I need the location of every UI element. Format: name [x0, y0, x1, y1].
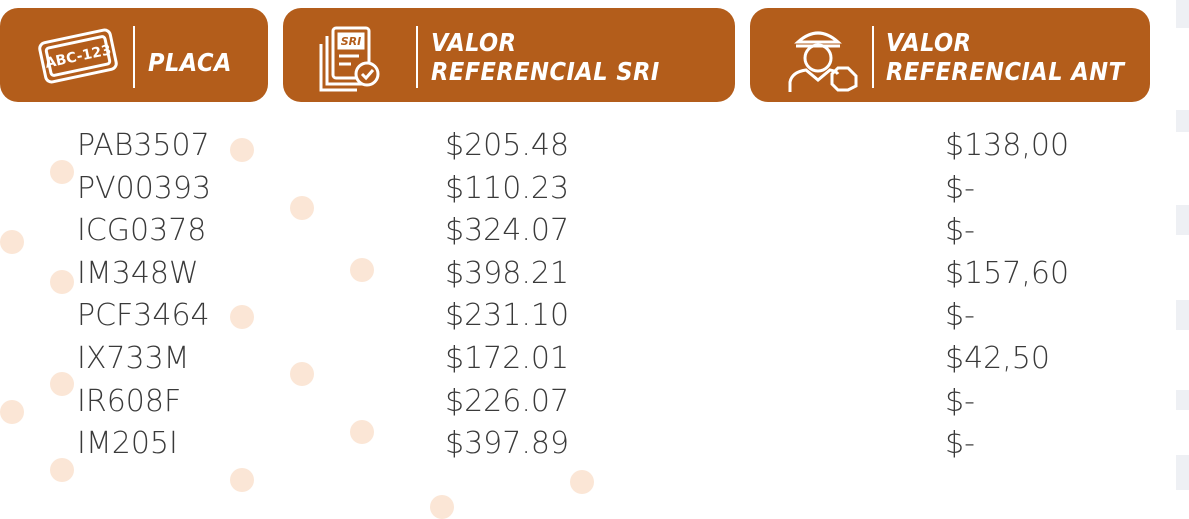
table-cell: ICG0378: [77, 213, 207, 249]
header-line: VALOR: [886, 28, 972, 57]
dot: [230, 305, 254, 329]
dot: [0, 400, 24, 424]
table-cell: IR608F: [77, 383, 182, 419]
header-line: REFERENCIAL ANT: [886, 57, 1125, 86]
dot: [0, 230, 24, 254]
table-cell: $-: [945, 170, 975, 206]
dot: [290, 362, 314, 386]
table-cell: IM205I: [77, 426, 178, 462]
dot: [50, 372, 74, 396]
table-cell: $157,60: [945, 255, 1070, 291]
table-cell: $226.07: [445, 383, 570, 419]
dot: [50, 458, 74, 482]
table-cell: $397.89: [445, 426, 570, 462]
table-cell: $-: [945, 426, 975, 462]
table-cell: $172.01: [445, 341, 570, 376]
dot: [570, 470, 594, 494]
table-cell: $324.07: [445, 213, 570, 249]
svg-text:SRI: SRI: [341, 35, 362, 48]
dot: [230, 468, 254, 492]
header-ant: VALOR REFERENCIAL ANT: [750, 8, 1150, 102]
header-text: VALOR REFERENCIAL SRI: [431, 28, 660, 86]
dot: [350, 258, 374, 282]
table-cell: $110.23: [445, 170, 570, 206]
header-sri: SRI VALOR REFERENCIAL SRI: [283, 8, 735, 102]
side-strip: [1176, 0, 1189, 28]
table-cell: $138,00: [945, 128, 1070, 163]
table-cell: PCF3464: [77, 298, 210, 334]
table-cell: IX733M: [77, 341, 190, 376]
dot: [230, 138, 254, 162]
separator: [133, 26, 135, 88]
table-cell: $-: [945, 213, 975, 249]
header-text: VALOR REFERENCIAL ANT: [886, 28, 1124, 86]
table-cell: PAB3507: [77, 128, 210, 163]
side-strip: [1176, 205, 1189, 235]
table-cell: $398.21: [445, 255, 570, 291]
dot: [430, 495, 454, 519]
header-line: REFERENCIAL SRI: [431, 57, 660, 86]
table-cell: $-: [945, 298, 975, 334]
separator: [416, 26, 418, 88]
table-cell: $42,50: [945, 341, 1050, 376]
header-line: VALOR: [431, 28, 517, 57]
side-strip: [1176, 390, 1189, 410]
header-text: PLACA: [148, 48, 232, 77]
dot: [50, 160, 74, 184]
table-cell: $231.10: [445, 298, 570, 334]
header-placa: ABC-123 PLACA: [0, 8, 268, 102]
separator: [872, 26, 874, 88]
table-cell: $-: [945, 383, 975, 419]
document-icon: SRI: [319, 26, 380, 92]
table-cell: $205.48: [445, 128, 570, 163]
table-cell: IM348W: [77, 255, 199, 291]
dot: [290, 196, 314, 220]
side-strip: [1176, 455, 1189, 490]
officer-icon: [788, 31, 858, 92]
side-strip: [1176, 300, 1189, 330]
plate-icon: ABC-123: [38, 28, 118, 84]
dot: [350, 420, 374, 444]
dot: [50, 270, 74, 294]
table-cell: PV00393: [77, 170, 212, 206]
side-strip: [1176, 110, 1189, 132]
header-line: PLACA: [148, 48, 232, 77]
